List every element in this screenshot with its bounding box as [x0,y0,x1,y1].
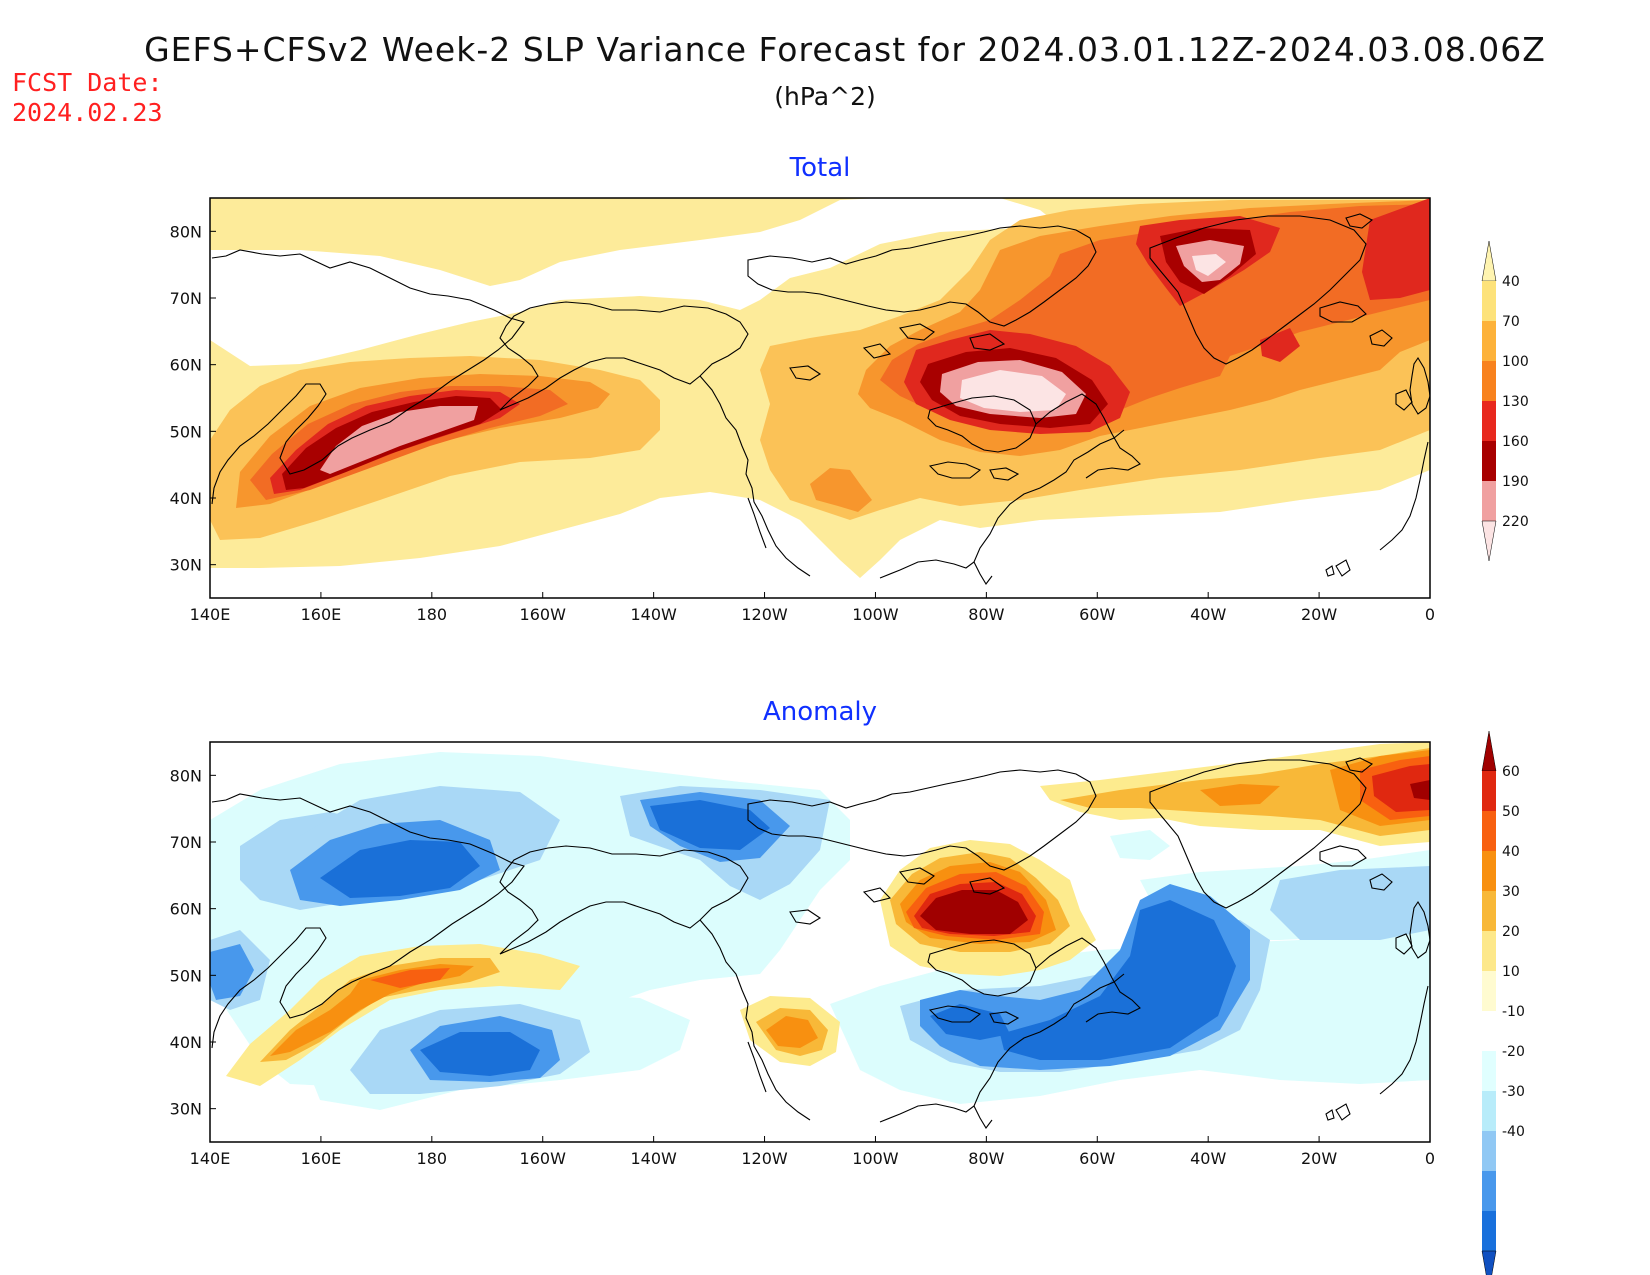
x-tick-label: 120W [741,605,788,624]
colorbar-label: 10 [1502,964,1520,980]
y-tick-label: 40N [170,1033,202,1052]
panel-anomaly: Anomaly [209,697,1431,1143]
x-tick-label: 160E [301,1149,342,1168]
colorbar-label: 190 [1502,474,1529,490]
y-tick-label: 30N [170,1100,202,1119]
colorbar-label: 220 [1502,514,1529,530]
panel-title-total: Total [789,153,851,183]
colorbar-swatch [1482,481,1496,521]
colorbar-swatch [1482,1171,1496,1211]
x-tick-label: 40W [1190,1149,1226,1168]
colorbar-label: -40 [1502,1124,1525,1140]
colorbar-swatch [1482,1091,1496,1131]
colorbar-label: 70 [1502,314,1520,330]
y-tick-label: 60N [170,356,202,375]
panel-total: Total [209,153,1431,599]
x-tick-label: 120W [741,1149,788,1168]
colorbar-total: 40 70 100 130 160 190 220 [1481,240,1529,562]
colorbar-label: -30 [1502,1084,1525,1100]
colorbar-swatch [1482,1011,1496,1051]
x-tick-label: 180 [417,1149,448,1168]
colorbar-label: 50 [1502,804,1520,820]
colorbar-swatch [1481,1250,1497,1275]
x-tick-label: 140W [630,605,677,624]
colorbar-label: 20 [1502,924,1520,940]
colorbar-label: 30 [1502,884,1520,900]
x-tick-label: 160W [520,605,567,624]
anomaly-map-frame [209,741,1431,1143]
y-tick-label: 80N [170,222,202,241]
x-tick-label: 140E [190,1149,231,1168]
colorbar-swatch [1482,1211,1496,1251]
anomaly-contour-field [210,742,1430,1142]
colorbar-swatch [1482,811,1496,851]
x-tick-label: 60W [1079,1149,1115,1168]
x-tick-label: 20W [1301,1149,1337,1168]
colorbar-swatch [1482,971,1496,1011]
x-tick-label: 140W [630,1149,677,1168]
colorbar-label: 40 [1502,274,1520,290]
colorbar-swatch [1481,240,1497,282]
y-tick-label: 70N [170,289,202,308]
y-tick-label: 80N [170,766,202,785]
units-label: (hPa^2) [774,82,876,111]
colorbar-swatch [1481,520,1497,562]
colorbar-label: 160 [1502,434,1529,450]
y-tick-label: 40N [170,489,202,508]
x-tick-label: 80W [968,1149,1004,1168]
colorbar-swatch [1482,1131,1496,1171]
colorbar-swatch [1482,771,1496,811]
y-tick-label: 50N [170,422,202,441]
forecast-date-label: FCST Date: [12,68,163,97]
x-tick-label: 100W [852,1149,899,1168]
x-tick-label: 0 [1425,605,1435,624]
y-tick-label: 50N [170,966,202,985]
axis-labels: 140E 160E 180 160W 140W 120W 100W 80W 60W 40W 20W 0… [170,222,1435,1168]
colorbar-label: -10 [1502,1004,1525,1020]
forecast-date-value: 2024.02.23 [12,98,163,127]
colorbar-swatch [1482,1051,1496,1091]
colorbar-label: 40 [1502,844,1520,860]
colorbar-swatch [1482,281,1496,321]
x-tick-label: 160E [301,605,342,624]
colorbar-swatch [1481,730,1497,772]
x-tick-label: 140E [190,605,231,624]
colorbar-swatch [1482,891,1496,931]
x-tick-label: 80W [968,605,1004,624]
x-tick-label: 40W [1190,605,1226,624]
x-tick-label: 180 [417,605,448,624]
colorbar-swatch [1482,851,1496,891]
colorbar-swatch [1482,441,1496,481]
total-map-frame [209,197,1431,599]
x-tick-label: 100W [852,605,899,624]
y-tick-label: 70N [170,833,202,852]
x-tick-label: 160W [520,1149,567,1168]
colorbar-label: -20 [1502,1044,1525,1060]
x-tick-label: 0 [1425,1149,1435,1168]
total-contour-field [210,198,1430,598]
y-tick-label: 60N [170,900,202,919]
colorbar-swatch [1482,361,1496,401]
forecast-date-block: FCST Date: 2024.02.23 [12,68,163,128]
colorbar-label: 100 [1502,354,1529,370]
colorbar-label: 60 [1502,764,1520,780]
x-tick-label: 60W [1079,605,1115,624]
page-title: GEFS+CFSv2 Week-2 SLP Variance Forecast … [144,30,1546,69]
colorbar-anomaly: 60 50 40 30 20 10 -10 -20 -30 -40 [1481,730,1525,1275]
colorbar-label: 130 [1502,394,1529,410]
colorbar-swatch [1482,931,1496,971]
y-tick-label: 30N [170,556,202,575]
colorbar-swatch [1482,401,1496,441]
colorbar-swatch [1482,321,1496,361]
x-tick-label: 20W [1301,605,1337,624]
panel-title-anomaly: Anomaly [763,697,877,727]
